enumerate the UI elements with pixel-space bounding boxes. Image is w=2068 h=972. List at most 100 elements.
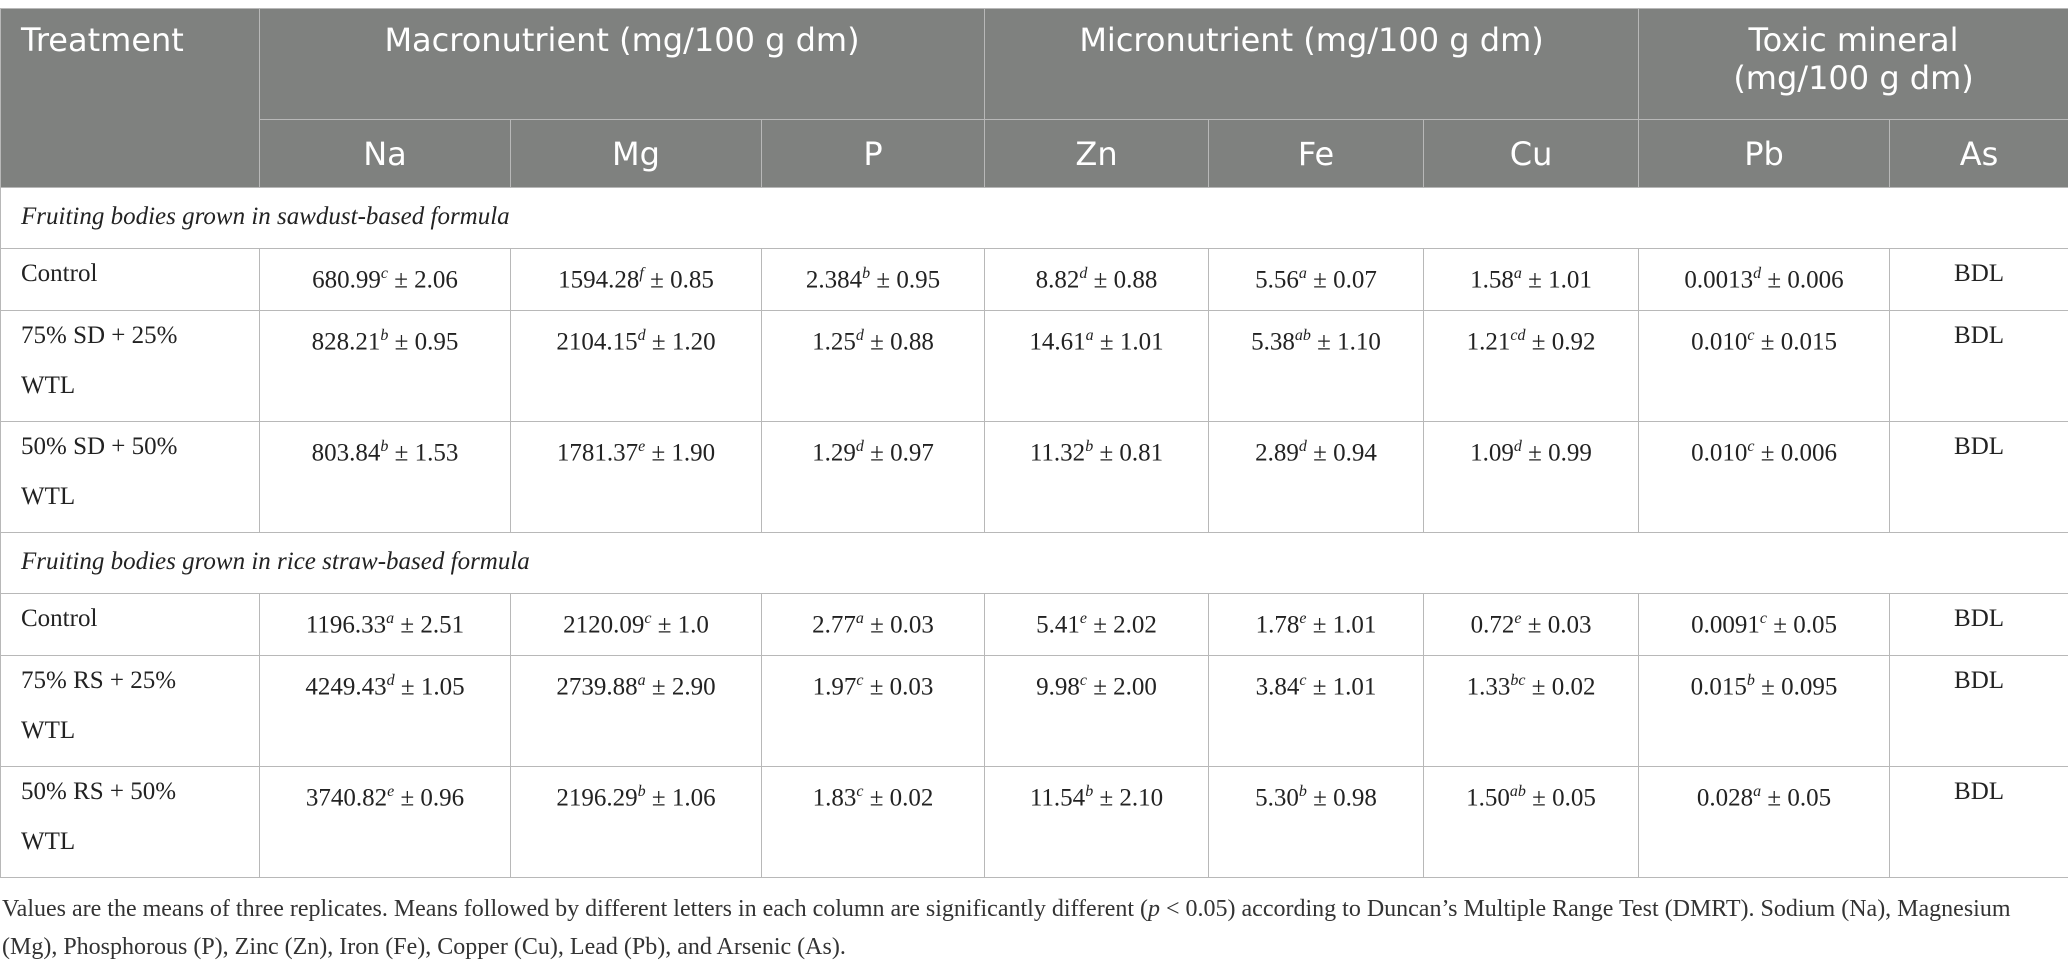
mean: 2739.88 bbox=[556, 673, 638, 701]
std-error: ± 0.03 bbox=[870, 611, 934, 639]
std-error: ± 1.05 bbox=[400, 673, 465, 701]
significance-letter: c bbox=[856, 672, 864, 689]
value-cell: 1.58a ± 1.01 bbox=[1423, 248, 1640, 311]
std-error: ± 1.01 bbox=[1312, 673, 1377, 701]
mean: 2.384 bbox=[805, 266, 863, 294]
data-row: Control 1196.33a ± 2.51 2120.09c ± 1.0 2.77… bbox=[0, 593, 2068, 656]
std-error: ± 1.01 bbox=[1312, 611, 1377, 639]
value-cell: 3.84c ± 1.01 bbox=[1208, 655, 1425, 767]
group-header: Toxic mineral (mg/100 g dm) bbox=[1638, 8, 2068, 120]
significance-letter: c bbox=[644, 610, 652, 627]
value-cell: 0.015b ± 0.095 bbox=[1638, 655, 1891, 767]
treatment-text: 50% SD + 50% WTL bbox=[21, 433, 178, 510]
data-row: 50% RS + 50% WTL 3740.82e ± 0.96 2196.29b … bbox=[0, 766, 2068, 878]
header-text: Toxic mineral (mg/100 g dm) bbox=[1733, 21, 1974, 97]
column-header: Zn bbox=[984, 119, 1210, 188]
treatment-cell: 50% RS + 50% WTL bbox=[0, 766, 260, 878]
treatment-cell: 75% SD + 25% WTL bbox=[0, 310, 260, 422]
value-cell: 1.09d ± 0.99 bbox=[1423, 421, 1640, 533]
mean: 0.0091 bbox=[1691, 611, 1760, 639]
std-error: ± 0.94 bbox=[1313, 439, 1377, 467]
header-text: Mg bbox=[612, 134, 660, 173]
mean: 828.21 bbox=[311, 328, 381, 356]
std-error: ± 2.00 bbox=[1093, 673, 1157, 701]
std-error: ± 0.03 bbox=[869, 673, 934, 701]
significance-letter: bc bbox=[1510, 672, 1526, 689]
value-cell: 0.028a ± 0.05 bbox=[1638, 766, 1891, 878]
significance-letter: d bbox=[386, 672, 395, 689]
mean: 1.33 bbox=[1466, 673, 1511, 701]
significance-letter: c bbox=[1747, 438, 1755, 455]
value-cell: BDL bbox=[1889, 310, 2068, 422]
column-header: Na bbox=[259, 119, 511, 188]
significance-letter: d bbox=[1079, 265, 1088, 282]
column-header: As bbox=[1889, 119, 2068, 188]
data-row: 75% RS + 25% WTL 4249.43d ± 1.05 2739.88a … bbox=[0, 655, 2068, 767]
mean: 0.72 bbox=[1470, 611, 1515, 639]
table-header: Treatment Macronutrient (mg/100 g dm) Micr… bbox=[0, 8, 2068, 188]
value-cell: 3740.82e ± 0.96 bbox=[259, 766, 511, 878]
footnote: Values are the means of three replicates… bbox=[0, 878, 2062, 966]
header-text: Micronutrient (mg/100 g dm) bbox=[1079, 21, 1544, 59]
value-cell: BDL bbox=[1889, 655, 2068, 767]
data-row: Control 680.99c ± 2.06 1594.28f ± 0.85 2.38… bbox=[0, 248, 2068, 311]
treatment-text: 75% RS + 25% WTL bbox=[21, 667, 177, 744]
mean: 5.56 bbox=[1255, 266, 1299, 294]
mean: 3740.82 bbox=[305, 784, 388, 812]
value-cell: 1.78e ± 1.01 bbox=[1208, 593, 1425, 656]
mean: BDL bbox=[1954, 778, 2005, 805]
header-row: Treatment Macronutrient (mg/100 g dm) Micr… bbox=[0, 8, 2068, 188]
header-text: Fe bbox=[1297, 134, 1335, 173]
value-cell: 1.29d ± 0.97 bbox=[760, 421, 986, 533]
value-cell: 680.99c ± 2.06 bbox=[259, 248, 511, 311]
significance-letter: b bbox=[637, 783, 646, 800]
std-error: ± 1.90 bbox=[651, 439, 716, 467]
significance-letter: ab bbox=[1294, 327, 1311, 344]
significance-letter: a bbox=[386, 610, 395, 627]
mean: 1781.37 bbox=[556, 439, 639, 467]
std-error: ± 0.92 bbox=[1531, 328, 1596, 356]
significance-letter: e bbox=[387, 783, 395, 800]
significance-letter: a bbox=[637, 672, 646, 689]
value-cell: 1781.37e ± 1.90 bbox=[510, 421, 762, 533]
value-cell: 1594.28f ± 0.85 bbox=[510, 248, 762, 311]
value-cell: 0.0013d ± 0.006 bbox=[1638, 248, 1891, 311]
value-cell: BDL bbox=[1889, 593, 2068, 656]
significance-letter: b bbox=[1746, 672, 1755, 689]
std-error: ± 0.97 bbox=[870, 439, 934, 467]
value-cell: 9.98c ± 2.00 bbox=[984, 655, 1210, 767]
value-cell: 5.38ab ± 1.10 bbox=[1208, 310, 1425, 422]
std-error: ± 0.81 bbox=[1099, 439, 1164, 467]
value-cell: 2.89d ± 0.94 bbox=[1208, 421, 1425, 533]
treatment-text: Control bbox=[21, 260, 98, 287]
section-text: Fruiting bodies grown in sawdust-based f… bbox=[21, 203, 510, 230]
significance-letter: d bbox=[637, 327, 646, 344]
mean: 1.78 bbox=[1255, 611, 1300, 639]
value-cell: 2.77a ± 0.03 bbox=[760, 593, 986, 656]
mean: 2.89 bbox=[1255, 439, 1299, 467]
significance-letter: c bbox=[1299, 672, 1307, 689]
significance-letter: d bbox=[1298, 438, 1307, 455]
mean: 1.50 bbox=[1466, 784, 1510, 812]
significance-letter: cd bbox=[1510, 327, 1526, 344]
mean: BDL bbox=[1954, 433, 2005, 460]
header-text: P bbox=[863, 134, 883, 173]
significance-letter: a bbox=[1513, 265, 1522, 282]
mean: 1.09 bbox=[1470, 439, 1514, 467]
mean: 2.77 bbox=[812, 611, 856, 639]
value-cell: 0.010c ± 0.006 bbox=[1638, 421, 1891, 533]
std-error: ± 0.95 bbox=[876, 266, 941, 294]
significance-letter: e bbox=[1079, 610, 1087, 627]
mean: 2104.15 bbox=[556, 328, 638, 356]
std-error: ± 0.02 bbox=[1531, 673, 1596, 701]
table: Treatment Macronutrient (mg/100 g dm) Micr… bbox=[0, 8, 2068, 878]
mean: BDL bbox=[1954, 667, 2005, 694]
value-cell: 0.72e ± 0.03 bbox=[1423, 593, 1640, 656]
value-cell: 5.41e ± 2.02 bbox=[984, 593, 1210, 656]
significance-letter: c bbox=[1759, 610, 1767, 627]
header-text: Cu bbox=[1509, 134, 1553, 173]
std-error: ± 0.05 bbox=[1532, 784, 1596, 812]
value-cell: 5.56a ± 0.07 bbox=[1208, 248, 1425, 311]
mean: 0.028 bbox=[1696, 784, 1754, 812]
std-error: ± 0.88 bbox=[870, 328, 934, 356]
